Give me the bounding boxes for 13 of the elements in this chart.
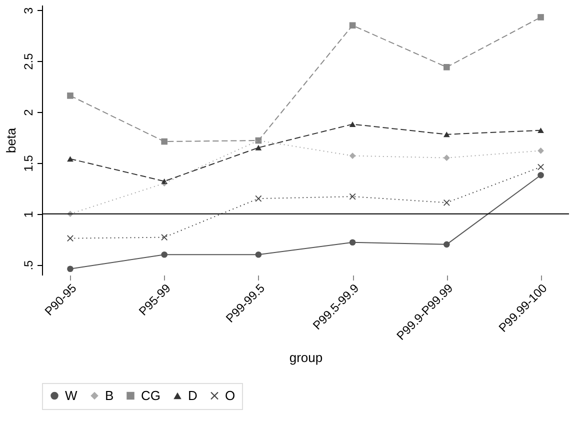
y-tick-label: 3 (22, 6, 36, 14)
y-tick-label: .5 (22, 260, 36, 270)
y-tick-label: 2 (22, 108, 36, 116)
legend-label: O (225, 388, 236, 403)
legend-label: D (188, 388, 198, 403)
legend-label: W (65, 388, 78, 403)
legend-label: B (105, 388, 114, 403)
legend-label: CG (141, 388, 160, 403)
y-tick-label: 1.5 (22, 154, 36, 172)
y-axis-title: beta (4, 127, 18, 154)
y-tick-label: 1 (22, 210, 36, 218)
y-tick-label: 2.5 (22, 52, 36, 70)
x-axis-title: group (289, 350, 323, 366)
